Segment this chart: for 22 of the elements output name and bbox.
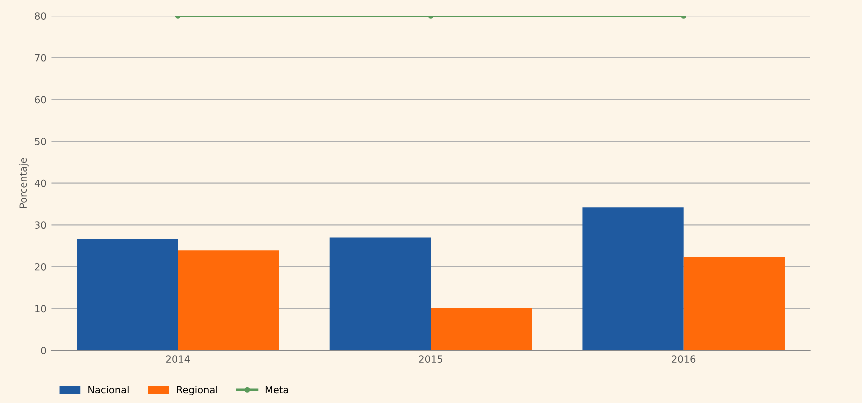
- x-tick-label: 2015: [419, 356, 443, 363]
- legend-label: Nacional: [88, 386, 129, 394]
- x-tick-label: 2016: [672, 356, 696, 363]
- y-axis-title: Porcentaje: [20, 158, 29, 208]
- y-tick-label: 40: [34, 180, 46, 188]
- bar: [431, 308, 532, 351]
- bar: [178, 250, 280, 351]
- y-tick-label: 70: [35, 54, 46, 62]
- bar: [582, 208, 684, 351]
- bar: [684, 256, 785, 351]
- x-tick-label: 2014: [166, 356, 190, 363]
- y-tick-label: 80: [35, 12, 46, 20]
- legend-label: Meta: [266, 386, 288, 394]
- bar: [77, 238, 178, 351]
- y-tick-label: 60: [35, 96, 46, 104]
- y-tick-label: 20: [35, 263, 46, 271]
- y-tick-label: 30: [35, 222, 46, 230]
- y-tick-label: 10: [36, 305, 46, 313]
- bar: [330, 238, 431, 351]
- legend-label: Regional: [177, 386, 218, 396]
- y-tick-label: 50: [35, 138, 46, 146]
- y-tick-label: 0: [41, 347, 46, 354]
